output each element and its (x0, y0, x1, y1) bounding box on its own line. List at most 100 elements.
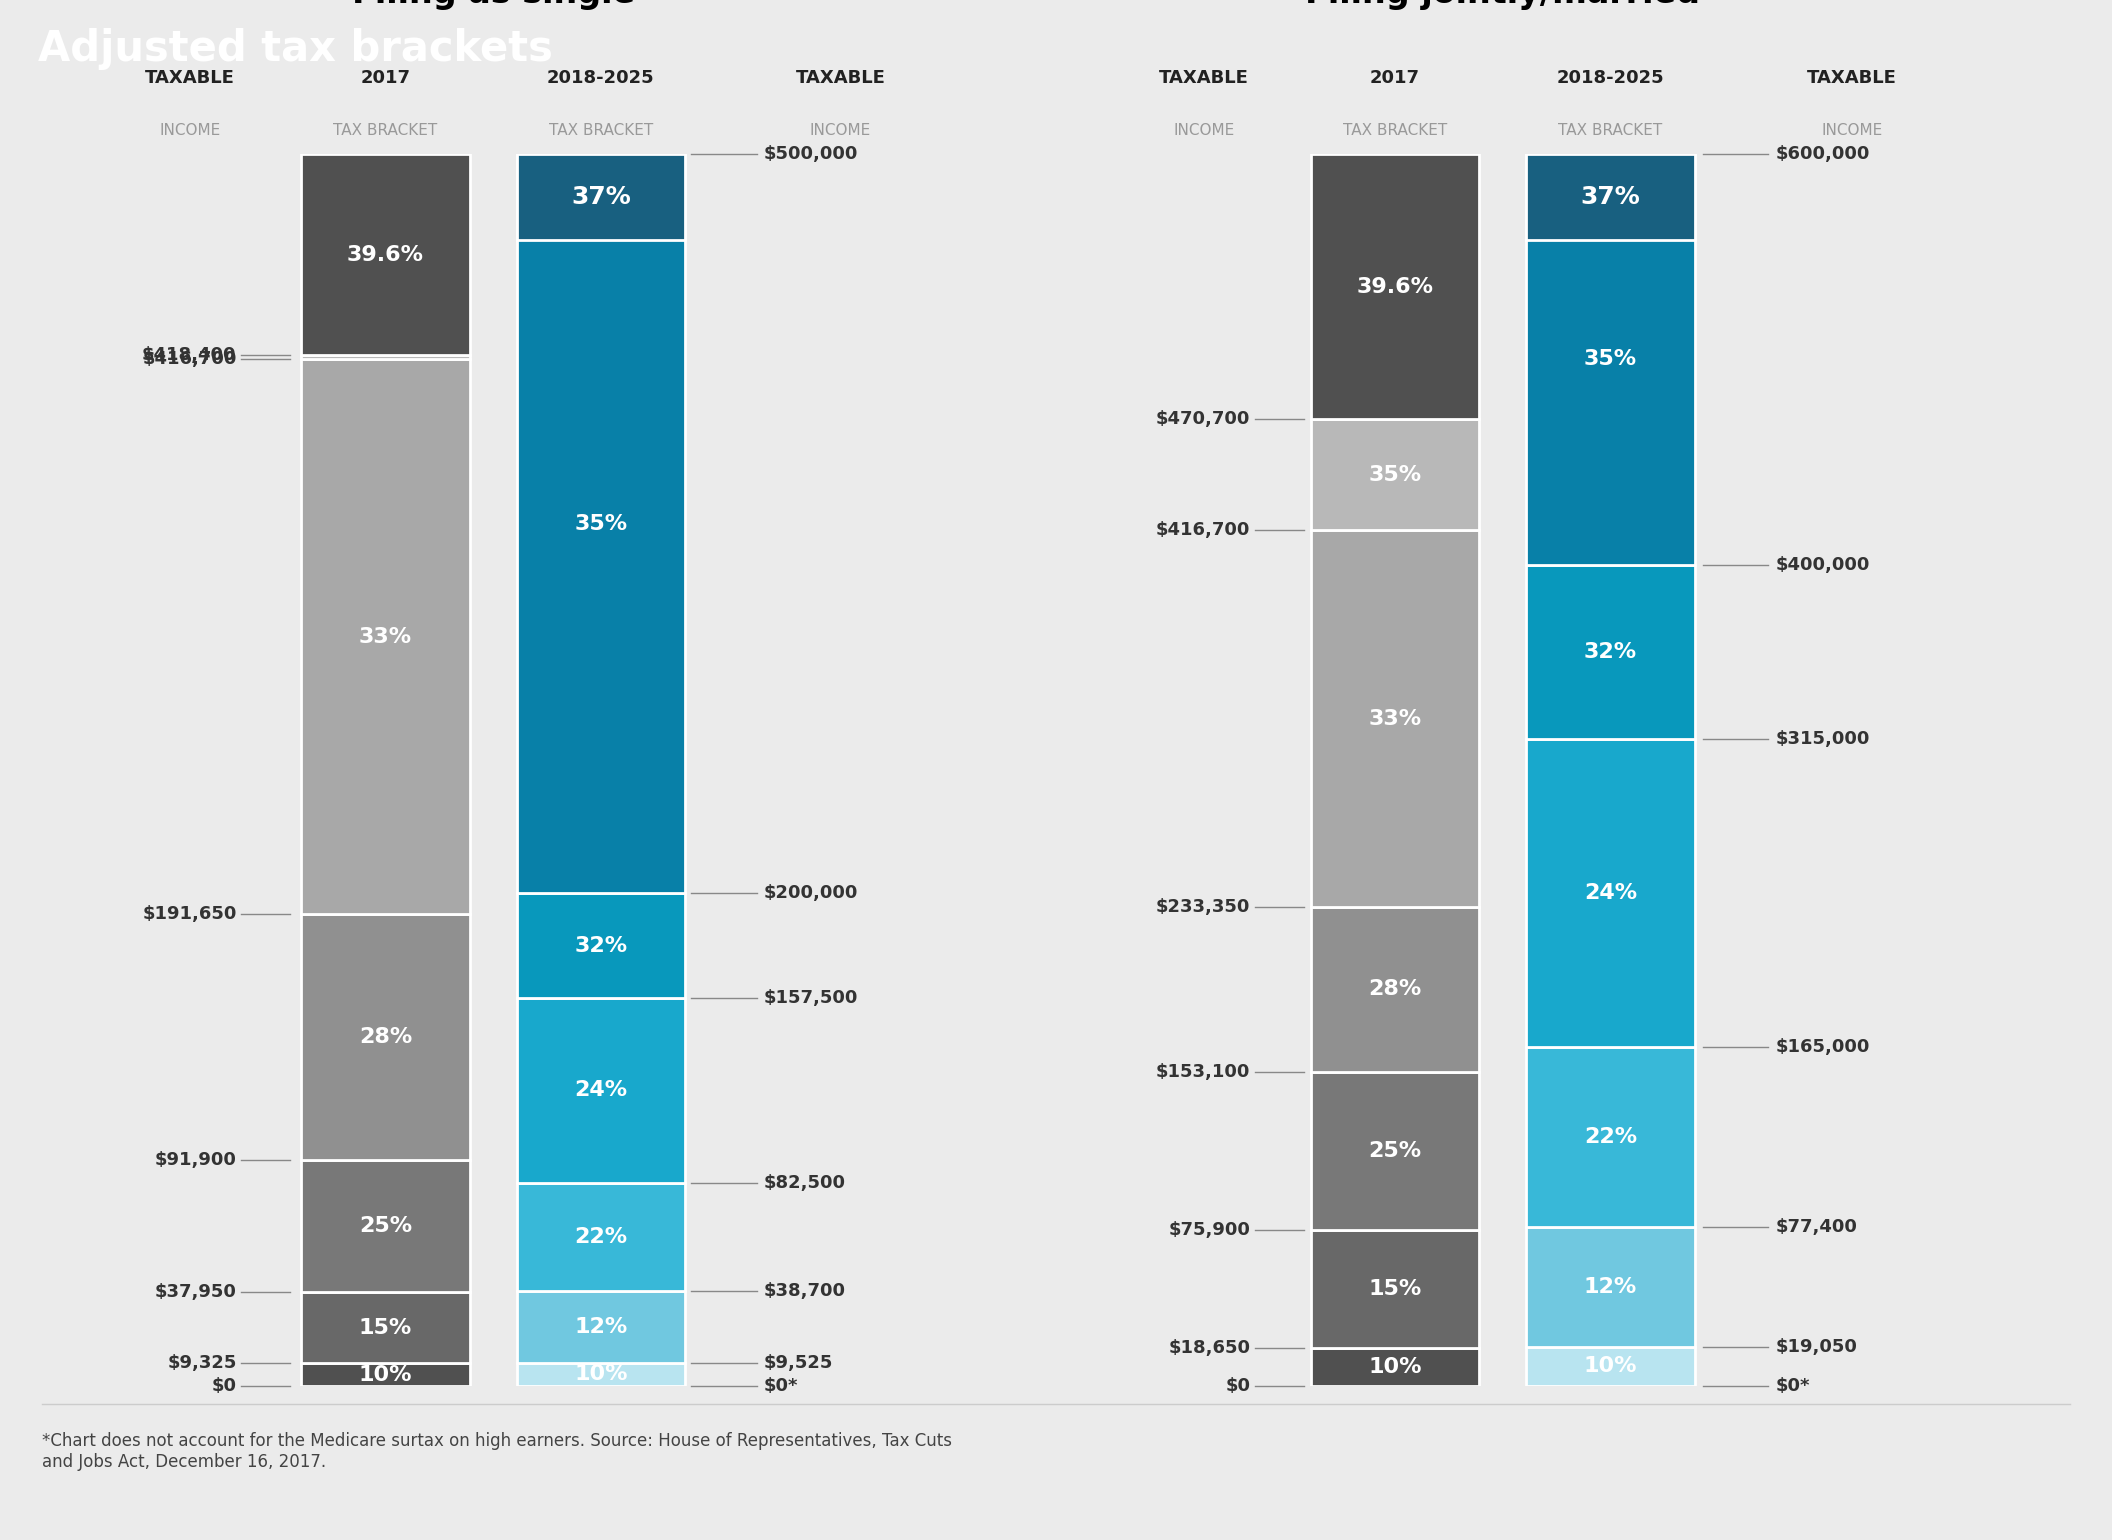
Text: 39.6%: 39.6% (1356, 277, 1434, 297)
Text: 33%: 33% (359, 627, 412, 647)
Text: 28%: 28% (359, 1027, 412, 1047)
Text: $0*: $0* (1776, 1377, 1810, 1395)
Text: 2018-2025: 2018-2025 (547, 69, 655, 86)
Text: INCOME: INCOME (158, 123, 222, 137)
Text: 35%: 35% (1369, 465, 1421, 485)
Bar (302, 356, 469, 359)
Text: TAX BRACKET: TAX BRACKET (334, 123, 437, 137)
Text: $37,950: $37,950 (154, 1283, 237, 1301)
Text: $0*: $0* (765, 1377, 798, 1395)
Text: $418,400: $418,400 (142, 346, 237, 363)
Text: 10%: 10% (574, 1364, 627, 1384)
Bar (302, 1160, 469, 1292)
Bar (517, 1291, 684, 1363)
Text: $400,000: $400,000 (1776, 556, 1869, 574)
Text: $500,000: $500,000 (765, 145, 857, 163)
Text: $165,000: $165,000 (1776, 1038, 1869, 1056)
Text: Filing jointly/married: Filing jointly/married (1305, 0, 1700, 9)
Bar (517, 998, 684, 1183)
Text: 32%: 32% (1584, 642, 1637, 662)
Bar (1527, 1227, 1694, 1348)
Text: $470,700: $470,700 (1155, 411, 1250, 428)
Text: $153,100: $153,100 (1155, 1063, 1250, 1081)
Text: 2017: 2017 (1371, 69, 1419, 86)
Bar (1312, 530, 1478, 907)
Bar (1527, 565, 1694, 739)
Bar (302, 913, 469, 1160)
Bar (302, 1292, 469, 1363)
Text: TAX BRACKET: TAX BRACKET (549, 123, 653, 137)
Bar (517, 154, 684, 893)
Text: $600,000: $600,000 (1776, 145, 1869, 163)
Text: 35%: 35% (1584, 350, 1637, 370)
Text: $9,325: $9,325 (167, 1354, 237, 1372)
Bar (1527, 154, 1694, 565)
Text: TAXABLE: TAXABLE (146, 69, 234, 86)
Text: Adjusted tax brackets: Adjusted tax brackets (38, 28, 553, 71)
Text: 24%: 24% (1584, 884, 1637, 902)
Text: $19,050: $19,050 (1776, 1338, 1859, 1355)
Bar (302, 359, 469, 913)
Text: 37%: 37% (1580, 185, 1641, 209)
Bar (1527, 1047, 1694, 1227)
Text: $9,525: $9,525 (765, 1354, 834, 1372)
Bar (517, 1363, 684, 1386)
Text: 33%: 33% (1369, 708, 1421, 728)
Text: $38,700: $38,700 (765, 1281, 847, 1300)
Bar (1527, 1348, 1694, 1386)
Text: TAX BRACKET: TAX BRACKET (1343, 123, 1447, 137)
Bar (517, 154, 684, 240)
Text: 10%: 10% (1584, 1357, 1637, 1377)
Text: INCOME: INCOME (809, 123, 872, 137)
Bar (1312, 1230, 1478, 1348)
Text: 15%: 15% (1369, 1278, 1421, 1298)
Bar (1312, 419, 1478, 530)
Text: 2018-2025: 2018-2025 (1557, 69, 1664, 86)
Bar (1312, 1072, 1478, 1230)
Bar (517, 893, 684, 998)
Text: 12%: 12% (1584, 1277, 1637, 1297)
Text: 22%: 22% (574, 1227, 627, 1247)
Text: $18,650: $18,650 (1168, 1338, 1250, 1357)
Text: 37%: 37% (570, 185, 631, 209)
Text: 25%: 25% (1369, 1141, 1421, 1161)
Bar (1312, 154, 1478, 419)
Text: 22%: 22% (1584, 1127, 1637, 1147)
Text: $416,700: $416,700 (1155, 522, 1250, 539)
Bar (1312, 907, 1478, 1072)
Text: $82,500: $82,500 (765, 1173, 847, 1192)
Text: 2017: 2017 (361, 69, 410, 86)
Text: INCOME: INCOME (1172, 123, 1236, 137)
Text: $191,650: $191,650 (142, 906, 237, 922)
Text: TAXABLE: TAXABLE (796, 69, 885, 86)
Text: 39.6%: 39.6% (346, 245, 425, 265)
Bar (302, 1363, 469, 1386)
Text: $77,400: $77,400 (1776, 1218, 1859, 1237)
Text: TAXABLE: TAXABLE (1808, 69, 1897, 86)
Text: 10%: 10% (1369, 1357, 1421, 1377)
Bar (1527, 739, 1694, 1047)
Text: $157,500: $157,500 (765, 989, 857, 1007)
Text: $200,000: $200,000 (765, 884, 857, 902)
Text: $315,000: $315,000 (1776, 730, 1869, 748)
Bar (517, 1183, 684, 1291)
Text: 15%: 15% (359, 1318, 412, 1338)
Text: *Chart does not account for the Medicare surtax on high earners. Source: House o: *Chart does not account for the Medicare… (42, 1432, 953, 1471)
Bar (1312, 1348, 1478, 1386)
Text: 32%: 32% (574, 936, 627, 955)
Text: 24%: 24% (574, 1081, 627, 1100)
Text: $75,900: $75,900 (1168, 1221, 1250, 1240)
Text: $91,900: $91,900 (154, 1150, 237, 1169)
Text: TAX BRACKET: TAX BRACKET (1559, 123, 1662, 137)
Text: 28%: 28% (1369, 979, 1421, 999)
Text: $233,350: $233,350 (1155, 898, 1250, 916)
Text: 10%: 10% (359, 1364, 412, 1384)
Text: 35%: 35% (574, 514, 627, 533)
Text: $416,700: $416,700 (142, 350, 237, 368)
Text: $0: $0 (1225, 1377, 1250, 1395)
Text: INCOME: INCOME (1821, 123, 1884, 137)
Text: 25%: 25% (359, 1217, 412, 1237)
Text: 12%: 12% (574, 1317, 627, 1337)
Bar (302, 154, 469, 356)
Text: $0: $0 (211, 1377, 237, 1395)
